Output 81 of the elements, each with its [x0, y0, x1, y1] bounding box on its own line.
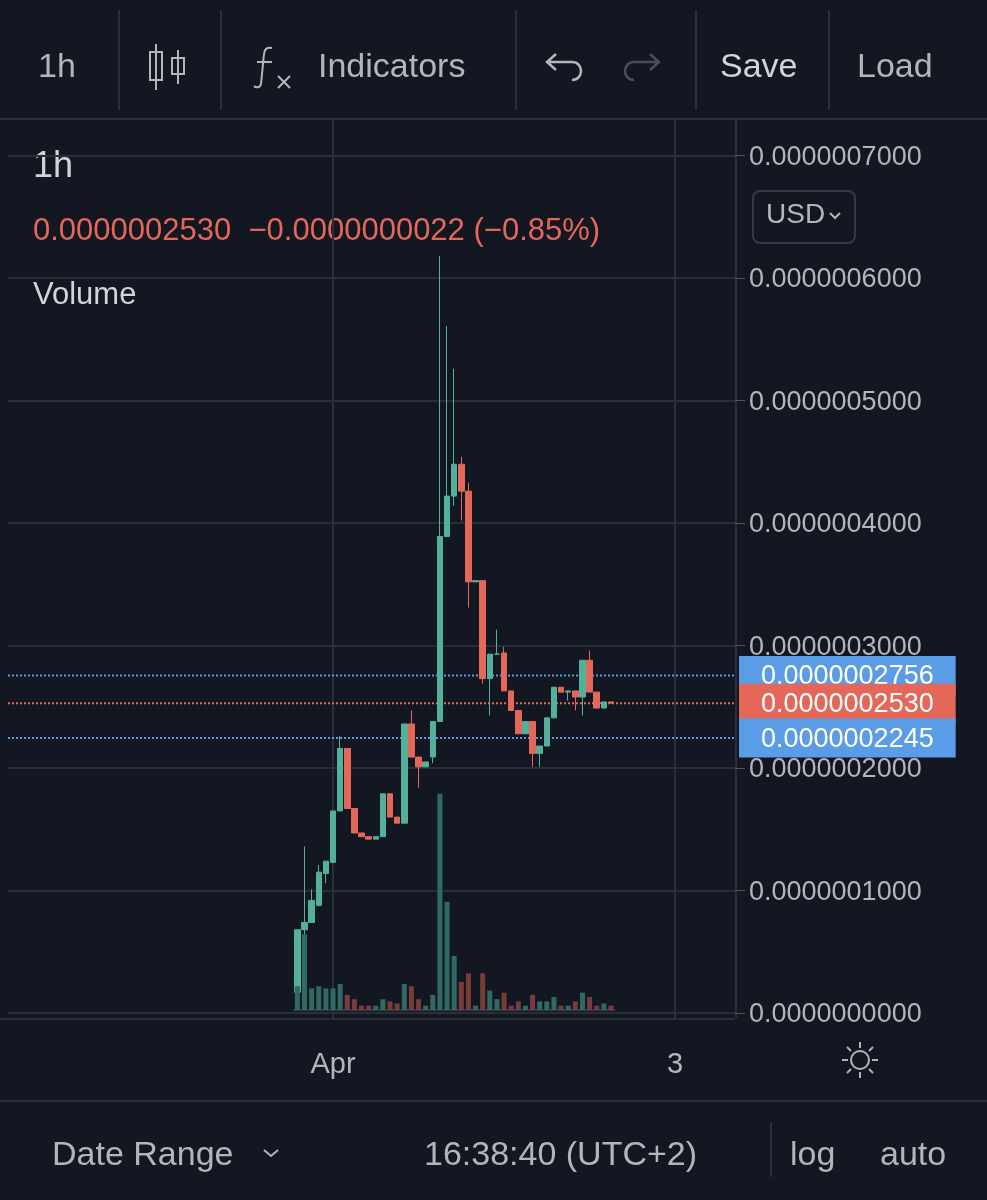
y-tick-label: 0.0000003000	[749, 630, 922, 661]
bar	[330, 988, 336, 1010]
y-tick-label: 0.0000006000	[749, 263, 922, 294]
bar	[587, 997, 593, 1010]
bar	[359, 1005, 365, 1010]
bar	[572, 1001, 578, 1010]
bar	[373, 1005, 379, 1010]
bar	[494, 999, 500, 1010]
bar	[515, 1001, 521, 1010]
bar	[579, 992, 585, 1010]
text: USD	[766, 198, 826, 230]
y-tick-label: 0.0000000000	[749, 998, 922, 1029]
y-tick-label: 0.0000007000	[749, 140, 922, 171]
bar	[530, 994, 536, 1010]
text: Load	[857, 46, 933, 85]
bar	[501, 992, 507, 1010]
bar	[394, 1003, 400, 1010]
bar	[416, 999, 422, 1010]
bar	[430, 994, 436, 1010]
bar	[323, 988, 329, 1010]
candlestick	[487, 653, 493, 716]
ref-line-label: 0.0000002530	[761, 688, 934, 719]
x-tick-label: 3	[667, 1046, 684, 1079]
ref-line-label: 0.0000002756	[761, 660, 934, 691]
bar	[522, 1005, 528, 1010]
y-tick-label: 0.0000001000	[749, 875, 922, 906]
text: 1h	[38, 46, 76, 85]
candlestick	[401, 723, 408, 824]
candlestick	[558, 686, 564, 693]
bar	[401, 984, 407, 1010]
candlestick	[494, 629, 500, 655]
candlestick	[565, 690, 571, 702]
bar	[337, 984, 343, 1010]
bar	[537, 1001, 543, 1010]
bar	[473, 1005, 479, 1010]
bar	[601, 1003, 607, 1010]
text: Date Range	[52, 1134, 234, 1173]
bar	[565, 1005, 571, 1010]
text: 16:38:40 (UTC+2)	[424, 1134, 698, 1173]
candlestick	[422, 761, 429, 768]
bar	[594, 1005, 600, 1010]
y-tick-label: 0.0000004000	[749, 508, 922, 539]
bar	[309, 988, 315, 1010]
bar	[551, 997, 557, 1010]
bar	[366, 1005, 372, 1010]
bar	[558, 1005, 564, 1010]
bar	[408, 986, 414, 1010]
bar	[465, 973, 471, 1010]
candlestick	[579, 659, 586, 716]
bar	[444, 901, 450, 1010]
bar	[351, 999, 357, 1010]
text: 0.0000002530 −0.0000000022 (−0.85%)	[33, 212, 601, 247]
text: Save	[720, 46, 798, 85]
text: Indicators	[318, 46, 466, 85]
bar	[387, 1001, 393, 1010]
text: log	[790, 1134, 836, 1173]
y-tick-label: 0.0000005000	[749, 385, 922, 416]
bar	[451, 955, 457, 1010]
bar	[480, 973, 486, 1010]
candlestick	[472, 580, 479, 583]
bar	[316, 986, 322, 1010]
bar	[608, 1005, 614, 1010]
bar	[508, 1005, 514, 1010]
bar	[544, 1001, 550, 1010]
candlestick	[608, 701, 614, 704]
candlestick	[601, 701, 607, 709]
bar	[294, 986, 300, 1010]
candlestick	[479, 580, 486, 685]
bar	[437, 793, 443, 1010]
candlestick	[522, 721, 529, 735]
bar	[344, 994, 350, 1010]
bar	[380, 999, 386, 1010]
x-tick-label: Apr	[310, 1046, 356, 1079]
text: auto	[880, 1134, 947, 1173]
y-tick-label: 0.0000002000	[749, 753, 922, 784]
bar	[423, 1005, 429, 1010]
bar	[487, 990, 493, 1010]
bar	[458, 981, 464, 1010]
text: Volume	[33, 276, 137, 311]
ref-line-label: 0.0000002245	[761, 723, 934, 754]
candlestick	[529, 721, 536, 768]
